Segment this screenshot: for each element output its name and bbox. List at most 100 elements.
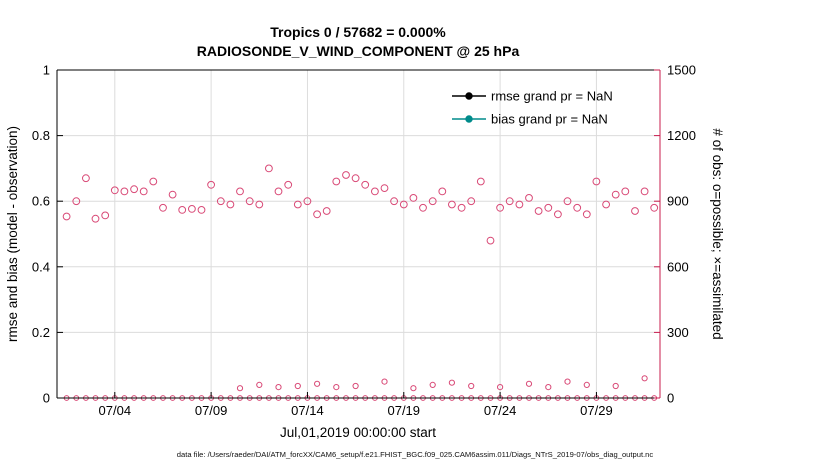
- data-point-possible_obs: [621, 187, 630, 196]
- data-point-possible_obs: [592, 177, 601, 186]
- data-point-possible_obs: [467, 197, 476, 206]
- axes: 07/04 07/09 07/14 07/19 07/24 07/29 0 0.2 0.4 0.6…: [32, 63, 696, 419]
- data-point-possible_obs: [631, 207, 639, 215]
- data-point-possible_obs_low: [448, 379, 455, 386]
- data-point-possible_obs: [313, 210, 322, 219]
- data-point-possible_obs: [476, 177, 485, 186]
- data-point-possible_obs: [602, 200, 610, 209]
- x-tick-label: 07/29: [580, 403, 613, 418]
- data-point-possible_obs: [640, 187, 649, 196]
- data-point-possible_obs: [428, 197, 437, 206]
- data-point-possible_obs: [380, 184, 389, 193]
- data-point-possible_obs: [409, 194, 418, 202]
- data-point-possible_obs: [515, 200, 524, 209]
- data-point-possible_obs: [399, 200, 408, 209]
- legend: rmse grand pr = NaN bias grand pr = NaN: [452, 89, 613, 127]
- data-point-possible_obs: [130, 185, 139, 194]
- data-point-possible_obs: [303, 197, 312, 206]
- data-point-possible_obs: [216, 197, 225, 206]
- legend-marker: [465, 115, 473, 123]
- legend-marker: [465, 92, 473, 100]
- y-tick-label-right: 300: [667, 325, 689, 340]
- data-point-possible_obs: [563, 197, 572, 206]
- data-point-possible_obs: [351, 174, 360, 183]
- data-point-possible_obs: [159, 203, 167, 212]
- y-tick-label-left: 0.4: [32, 259, 50, 274]
- data-point-possible_obs: [274, 187, 283, 196]
- data-point-possible_obs_low: [564, 378, 571, 385]
- y-tick-label-right: 600: [667, 259, 689, 274]
- y-tick-label-left: 0.2: [32, 325, 50, 340]
- y-tick-label-right: 1500: [667, 63, 696, 78]
- x-tick-label: 07/19: [387, 403, 420, 418]
- legend-label: rmse grand pr = NaN: [491, 89, 613, 104]
- data-point-possible_obs_low: [497, 384, 504, 391]
- y-tick-label-left: 0: [43, 391, 50, 406]
- x-tick-label: 07/09: [195, 403, 228, 418]
- data-point-possible_obs_low: [314, 380, 321, 387]
- data-point-possible_obs: [611, 190, 620, 199]
- figure-main-title: RADIOSONDE_V_WIND_COMPONENT @ 25 hPa: [197, 43, 520, 59]
- data-point-possible_obs_low: [381, 378, 388, 385]
- data-point-possible_obs_low: [468, 382, 475, 390]
- data-point-possible_obs: [371, 187, 379, 196]
- data-point-possible_obs: [505, 197, 514, 206]
- data-point-possible_obs: [62, 212, 71, 221]
- data-point-possible_obs: [110, 186, 119, 195]
- data-point-possible_obs: [457, 203, 466, 212]
- data-point-possible_obs: [293, 200, 302, 209]
- data-point-possible_obs: [139, 187, 148, 196]
- x-tick-label: 07/04: [99, 403, 132, 418]
- y-axis-label-right: # of obs: o=possible; ×=assimilated: [710, 128, 725, 339]
- data-point-possible_obs_low: [525, 380, 533, 387]
- x-tick-label: 07/24: [484, 403, 517, 418]
- data-point-possible_obs: [419, 203, 427, 212]
- data-point-possible_obs_low: [333, 384, 340, 391]
- data-point-possible_obs_low: [545, 384, 552, 391]
- data-point-possible_obs_low: [275, 384, 282, 391]
- data-point-possible_obs: [284, 180, 293, 189]
- data-point-possible_obs: [390, 197, 399, 206]
- data-point-possible_obs: [255, 200, 264, 209]
- data-point-possible_obs_low: [612, 382, 619, 390]
- data-point-possible_obs_low: [429, 381, 436, 388]
- y-tick-label-right: 0: [667, 391, 674, 406]
- data-point-possible_obs: [207, 180, 216, 189]
- data-point-possible_obs_low: [641, 375, 648, 382]
- data-point-possible_obs_low: [410, 385, 417, 392]
- data-point-possible_obs: [573, 203, 582, 212]
- data-point-possible_obs: [91, 214, 100, 223]
- data-point-possible_obs: [245, 197, 254, 206]
- data-point-possible_obs: [486, 236, 495, 245]
- data-point-possible_obs: [101, 211, 110, 220]
- data-point-possible_obs_low: [583, 381, 590, 388]
- data-point-possible_obs: [265, 164, 273, 173]
- data-point-possible_obs: [332, 177, 341, 186]
- data-point-possible_obs_low: [256, 381, 263, 388]
- x-axis-label: Jul,01,2019 00:00:00 start: [280, 425, 436, 440]
- data-point-possible_obs: [525, 194, 533, 202]
- data-point-possible_obs: [438, 187, 447, 196]
- data-point-possible_obs: [342, 171, 350, 179]
- data-point-possible_obs: [82, 174, 90, 183]
- figure-stats-title: Tropics 0 / 57682 = 0.000%: [270, 24, 446, 40]
- data-point-possible_obs: [226, 200, 235, 209]
- x-tick-label: 07/14: [291, 403, 324, 418]
- data-point-possible_obs_low: [352, 382, 359, 390]
- y-axis-label-left: rmse and bias (model - observation): [5, 126, 20, 342]
- data-point-possible_obs: [178, 206, 187, 214]
- data-point-possible_obs: [544, 203, 553, 212]
- data-point-possible_obs: [496, 203, 505, 212]
- legend-label: bias grand pr = NaN: [491, 112, 608, 127]
- data-point-possible_obs_low: [236, 385, 244, 392]
- data-point-possible_obs: [168, 190, 177, 199]
- data-point-possible_obs_low: [294, 382, 301, 390]
- data-point-possible_obs: [448, 200, 456, 209]
- data-point-possible_obs: [188, 205, 196, 213]
- y-tick-label-left: 1: [43, 63, 50, 78]
- data-point-possible_obs: [361, 180, 370, 189]
- data-point-possible_obs: [72, 197, 81, 206]
- data-point-possible_obs: [534, 207, 543, 215]
